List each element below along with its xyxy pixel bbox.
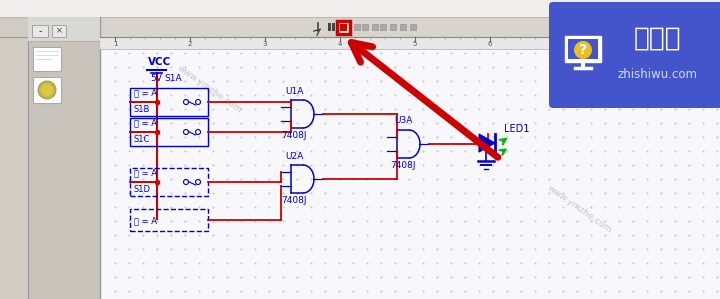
Bar xyxy=(328,23,330,31)
Text: ?: ? xyxy=(579,43,587,57)
Text: 7408J: 7408J xyxy=(390,161,415,170)
Text: www.ymzhe.com: www.ymzhe.com xyxy=(546,183,614,235)
Text: ×: × xyxy=(55,27,63,36)
Text: VCC: VCC xyxy=(148,57,171,67)
Text: 4: 4 xyxy=(338,41,342,47)
Bar xyxy=(0,0,720,17)
Bar xyxy=(33,77,61,103)
Text: 键 = A: 键 = A xyxy=(134,118,157,127)
Bar xyxy=(130,168,208,196)
Text: zhishiwu.com: zhishiwu.com xyxy=(618,68,698,80)
Text: U1A: U1A xyxy=(285,87,303,96)
Bar xyxy=(565,36,601,62)
Text: 7: 7 xyxy=(563,41,567,47)
Bar xyxy=(0,17,28,299)
Bar xyxy=(100,37,720,49)
Circle shape xyxy=(574,41,592,59)
Text: U2A: U2A xyxy=(285,152,303,161)
Bar xyxy=(410,24,416,30)
Text: 5: 5 xyxy=(413,41,417,47)
Text: 9: 9 xyxy=(713,41,717,47)
Bar xyxy=(52,25,66,37)
Text: LED1: LED1 xyxy=(504,124,529,134)
Text: 1: 1 xyxy=(113,41,117,47)
Bar xyxy=(130,118,208,146)
Text: 7408J: 7408J xyxy=(282,131,307,140)
Bar xyxy=(32,25,48,37)
Bar xyxy=(28,17,100,299)
Text: -: - xyxy=(38,26,42,36)
Bar xyxy=(33,47,61,71)
Text: www.ymzhe.com: www.ymzhe.com xyxy=(396,78,464,130)
Text: 3: 3 xyxy=(263,41,267,47)
Text: 键 = A: 键 = A xyxy=(134,88,157,97)
Text: 6: 6 xyxy=(487,41,492,47)
Bar xyxy=(28,17,100,41)
Bar xyxy=(568,39,598,59)
Polygon shape xyxy=(479,134,495,152)
Text: 键 = A: 键 = A xyxy=(134,216,157,225)
Bar xyxy=(362,24,368,30)
Text: 知识屋: 知识屋 xyxy=(634,26,682,52)
Circle shape xyxy=(38,81,56,99)
Bar xyxy=(380,24,386,30)
Text: S1A: S1A xyxy=(164,74,181,83)
Bar xyxy=(400,24,406,30)
Bar xyxy=(332,23,335,31)
Bar xyxy=(337,21,350,34)
Bar xyxy=(100,49,720,299)
Text: www.ymzhe.com: www.ymzhe.com xyxy=(176,63,244,115)
Bar xyxy=(0,17,720,37)
Bar xyxy=(130,209,208,231)
Bar xyxy=(354,24,360,30)
Bar xyxy=(340,24,347,31)
Text: S1D: S1D xyxy=(134,185,151,194)
Bar xyxy=(372,24,378,30)
Text: 5V: 5V xyxy=(150,74,162,83)
Text: 2: 2 xyxy=(188,41,192,47)
FancyBboxPatch shape xyxy=(549,2,720,108)
Text: 键 = A: 键 = A xyxy=(134,168,157,177)
Text: U3A: U3A xyxy=(394,116,412,125)
Circle shape xyxy=(41,84,53,96)
Text: 7408J: 7408J xyxy=(282,196,307,205)
Text: 8: 8 xyxy=(638,41,642,47)
Text: S1B: S1B xyxy=(134,105,150,114)
Text: S1C: S1C xyxy=(134,135,150,144)
Bar xyxy=(390,24,396,30)
Bar xyxy=(130,88,208,116)
